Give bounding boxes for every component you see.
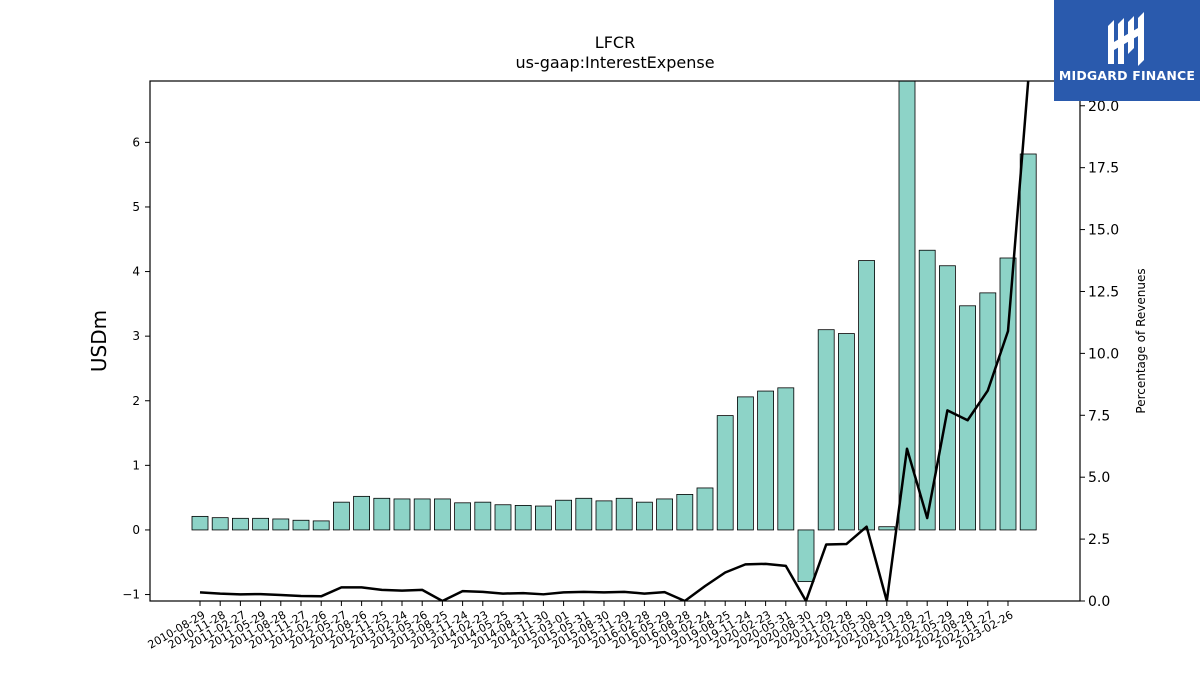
y-tick-label: 1 <box>132 458 140 472</box>
bar <box>312 520 330 531</box>
bar <box>292 519 310 531</box>
bar <box>474 501 492 531</box>
y-tick-label: 0 <box>132 523 140 537</box>
bar <box>696 487 714 531</box>
bar <box>817 329 835 531</box>
y-tick-label: 3 <box>132 329 140 343</box>
y-right-tick-label: 7.5 <box>1088 408 1110 424</box>
chart-subtitle: us-gaap:InterestExpense <box>515 53 714 72</box>
bar <box>939 265 956 531</box>
y-right-tick-label: 5.0 <box>1088 470 1110 486</box>
bar <box>393 498 411 531</box>
bar <box>858 260 875 531</box>
bar <box>656 498 673 531</box>
y-tick-label: 6 <box>132 135 140 149</box>
bar <box>615 497 633 531</box>
y-right-tick-label: 0.0 <box>1088 594 1110 610</box>
percentage-line <box>199 81 1030 601</box>
bar <box>211 517 229 531</box>
bar <box>535 505 552 531</box>
bar <box>838 333 855 531</box>
bar <box>898 81 916 531</box>
bar <box>272 518 290 531</box>
bar <box>373 497 391 531</box>
bar <box>353 495 371 531</box>
bar <box>454 502 472 531</box>
bar <box>595 500 613 531</box>
bar <box>191 515 209 531</box>
y-right-tick-label: 15.0 <box>1088 223 1119 239</box>
y-right-tick-label: 17.5 <box>1088 161 1119 177</box>
y-axis-label-left: USDm <box>87 310 111 372</box>
bar <box>676 494 694 531</box>
logo-text: MIDGARD FINANCE <box>1058 68 1196 83</box>
bar <box>737 396 754 531</box>
y-tick-label: 4 <box>132 265 140 279</box>
y-tick-label: 5 <box>132 200 140 214</box>
bar <box>575 497 593 531</box>
bar <box>231 517 249 531</box>
y-tick-label: 2 <box>132 394 140 408</box>
bar <box>413 498 431 531</box>
y-right-tick-label: 12.5 <box>1088 284 1119 300</box>
y-tick-label: −1 <box>122 588 140 602</box>
bar <box>777 387 795 531</box>
midgard-logo-icon <box>1108 12 1144 66</box>
chart-title: LFCR <box>595 33 635 52</box>
plot-frame <box>149 80 1081 602</box>
logo: MIDGARD FINANCE <box>1054 0 1200 101</box>
bar <box>555 499 572 531</box>
bar <box>494 504 512 531</box>
y-axis-label-right: Percentage of Revenues <box>1134 268 1148 413</box>
bar <box>636 501 653 531</box>
bar <box>878 526 896 531</box>
y-right-tick-label: 10.0 <box>1088 346 1119 362</box>
bar <box>252 517 270 531</box>
bar <box>999 257 1017 531</box>
bar <box>979 292 997 531</box>
bar <box>797 529 815 583</box>
bar <box>514 504 532 531</box>
bar <box>332 501 350 531</box>
bar <box>959 305 976 531</box>
bar <box>1019 153 1037 531</box>
bar <box>757 390 774 531</box>
y-right-tick-label: 2.5 <box>1088 532 1110 548</box>
y-right-tick-label: 20.0 <box>1088 99 1119 115</box>
bar <box>716 415 734 531</box>
bar <box>433 498 451 531</box>
bar <box>918 249 936 531</box>
